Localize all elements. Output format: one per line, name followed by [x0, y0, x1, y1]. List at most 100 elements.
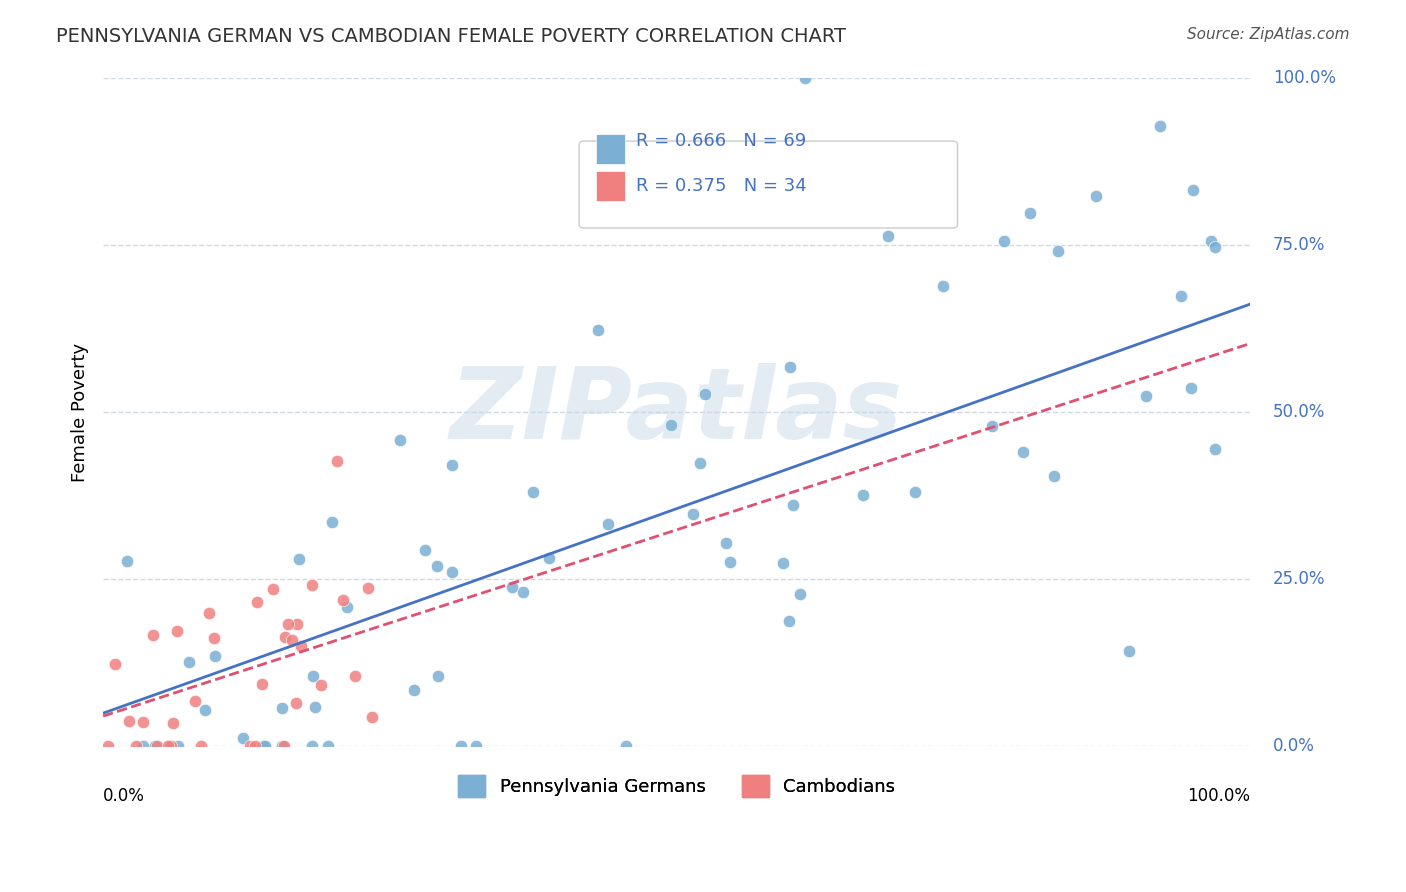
Point [252, 739, 274, 754]
FancyBboxPatch shape [579, 141, 957, 228]
Point [204, 648, 226, 663]
Point [311, 678, 333, 692]
Point [202, 631, 225, 645]
Legend: Pennsylvania Germans, Cambodians: Pennsylvania Germans, Cambodians [451, 768, 903, 805]
Point [718, 555, 741, 569]
Point [343, 669, 366, 683]
Point [360, 710, 382, 724]
Point [253, 739, 276, 754]
Point [689, 456, 711, 470]
Point [682, 508, 704, 522]
Point [118, 714, 141, 728]
Point [159, 739, 181, 754]
Point [194, 703, 217, 717]
Point [1199, 234, 1222, 248]
Point [115, 554, 138, 568]
Point [332, 592, 354, 607]
Point [782, 498, 804, 512]
Text: 100.0%: 100.0% [1272, 69, 1336, 87]
Point [1118, 643, 1140, 657]
Point [931, 279, 953, 293]
Text: 100.0%: 100.0% [1187, 787, 1250, 805]
Point [614, 739, 637, 754]
Point [316, 739, 339, 754]
Point [357, 581, 380, 595]
Point [252, 677, 274, 691]
Point [388, 434, 411, 448]
Point [588, 323, 610, 337]
Point [321, 515, 343, 529]
Point [197, 606, 219, 620]
Point [281, 633, 304, 648]
Point [143, 739, 166, 754]
Text: PENNSYLVANIA GERMAN VS CAMBODIAN FEMALE POVERTY CORRELATION CHART: PENNSYLVANIA GERMAN VS CAMBODIAN FEMALE … [56, 27, 846, 45]
Text: R = 0.375   N = 34: R = 0.375 N = 34 [637, 177, 807, 194]
Point [993, 234, 1015, 248]
Point [301, 739, 323, 754]
Point [789, 587, 811, 601]
Point [239, 739, 262, 754]
Y-axis label: Female Poverty: Female Poverty [72, 343, 89, 482]
Point [596, 517, 619, 532]
Point [243, 739, 266, 754]
Point [714, 536, 737, 550]
Point [693, 386, 716, 401]
Point [1180, 381, 1202, 395]
Point [290, 639, 312, 653]
Point [1170, 289, 1192, 303]
Point [287, 616, 309, 631]
Text: 0.0%: 0.0% [1272, 738, 1315, 756]
Point [1149, 119, 1171, 133]
Text: R = 0.666   N = 69: R = 0.666 N = 69 [637, 132, 807, 150]
Point [274, 630, 297, 644]
Point [426, 559, 449, 574]
Text: 75.0%: 75.0% [1272, 235, 1326, 253]
Point [1019, 206, 1042, 220]
Text: 50.0%: 50.0% [1272, 403, 1326, 421]
Point [166, 739, 188, 754]
Point [271, 701, 294, 715]
Point [131, 714, 153, 729]
Point [145, 739, 167, 754]
Point [1042, 469, 1064, 483]
Point [465, 739, 488, 754]
Text: Source: ZipAtlas.com: Source: ZipAtlas.com [1187, 27, 1350, 42]
Point [145, 739, 167, 754]
Point [271, 739, 294, 754]
Point [981, 419, 1004, 434]
Point [427, 669, 450, 683]
Point [301, 578, 323, 592]
Point [104, 657, 127, 672]
Point [304, 700, 326, 714]
Point [131, 739, 153, 754]
Point [166, 624, 188, 638]
Point [162, 715, 184, 730]
Point [415, 542, 437, 557]
Point [160, 739, 183, 754]
Point [336, 600, 359, 615]
Point [778, 614, 800, 628]
Point [246, 595, 269, 609]
Point [441, 458, 464, 473]
Point [277, 617, 299, 632]
Point [852, 488, 875, 502]
Point [1135, 389, 1157, 403]
Point [904, 485, 927, 500]
Point [512, 585, 534, 599]
Point [326, 454, 349, 468]
Point [273, 739, 295, 754]
Point [157, 739, 180, 754]
Point [184, 694, 207, 708]
Point [190, 739, 212, 754]
Point [1182, 183, 1205, 197]
Point [1204, 240, 1226, 254]
FancyBboxPatch shape [596, 171, 624, 202]
Point [287, 552, 309, 566]
Text: 0.0%: 0.0% [103, 787, 145, 805]
FancyBboxPatch shape [596, 135, 624, 164]
Text: 25.0%: 25.0% [1272, 570, 1326, 588]
Point [1012, 445, 1035, 459]
Text: ZIPatlas: ZIPatlas [450, 363, 903, 460]
Point [97, 739, 120, 754]
Point [659, 418, 682, 433]
